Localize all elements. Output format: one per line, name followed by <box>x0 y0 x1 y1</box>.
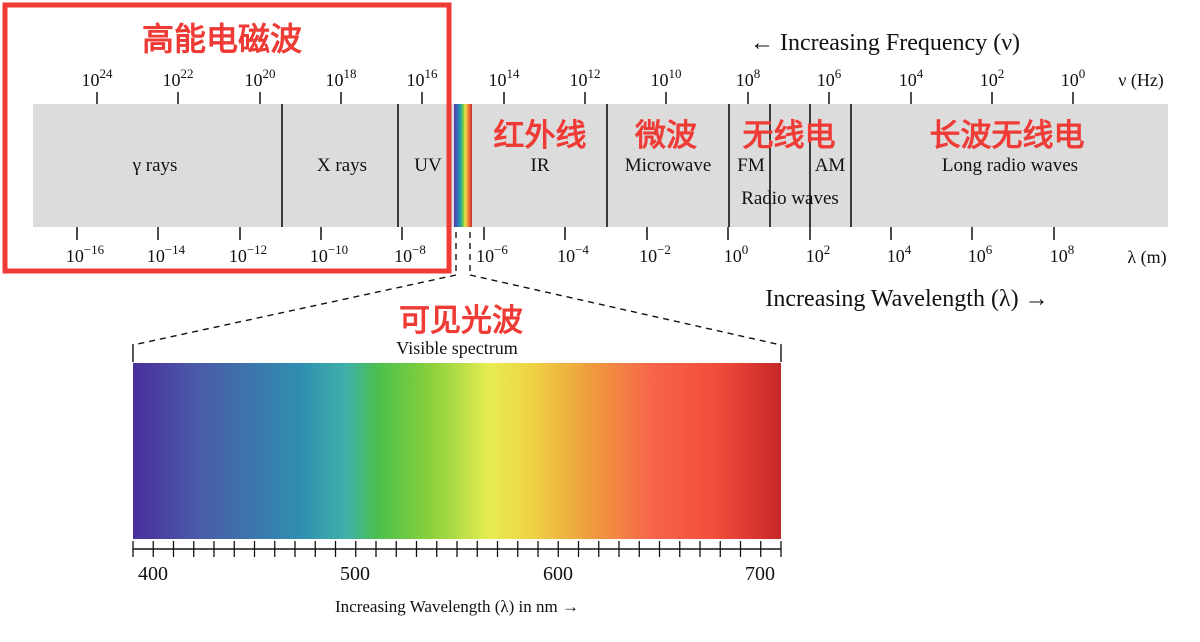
wavelength-unit: λ (m) <box>1127 247 1166 268</box>
spectrum-band <box>33 104 1168 227</box>
visible-tick-600: 600 <box>543 563 573 585</box>
wavelength-tick-label: 10−8 <box>394 242 426 266</box>
frequency-tick-label: 1012 <box>570 66 601 90</box>
wavelength-tick-label: 10−2 <box>639 242 671 266</box>
annotation-microwave: 微波 <box>634 118 697 154</box>
wavelength-tick-label: 100 <box>724 242 749 266</box>
band-x-rays: X rays <box>317 155 367 176</box>
annotation-high-energy: 高能电磁波 <box>142 20 302 58</box>
visible-tick-700: 700 <box>745 563 775 585</box>
frequency-tick-label: 104 <box>899 66 924 90</box>
frequency-tick-label: 106 <box>817 66 842 90</box>
annotation-visible: 可见光波 <box>399 303 523 339</box>
frequency-tick-label: 102 <box>980 66 1005 90</box>
frequency-tick-label: 100 <box>1061 66 1086 90</box>
visible-bracket <box>132 344 782 362</box>
band-am: AM <box>815 155 846 176</box>
annotation-long-radio: 长波无线电 <box>930 118 1085 154</box>
frequency-tick-label: 1024 <box>82 66 114 90</box>
band-microwave: Microwave <box>625 155 712 176</box>
annotation-infrared: 红外线 <box>494 118 587 154</box>
wavelength-tick-label: 102 <box>806 242 831 266</box>
band-radio-waves: Radio waves <box>741 188 839 209</box>
visible-rainbow-strip <box>454 104 472 227</box>
visible-spectrum-title: Visible spectrum <box>396 338 517 358</box>
frequency-tick-label: 1022 <box>163 66 194 90</box>
frequency-tick-label: 108 <box>736 66 761 90</box>
band-uv: UV <box>414 155 442 176</box>
frequency-tick-label: 1018 <box>326 66 357 90</box>
wavelength-tick-label: 10−4 <box>557 242 589 266</box>
wavelength-tick-label: 10−12 <box>229 242 267 266</box>
visible-spectrum-gradient <box>133 363 781 539</box>
wavelength-tick-label: 10−16 <box>66 242 105 266</box>
frequency-tick-label: 1010 <box>651 66 682 90</box>
wavelength-tick-label: 108 <box>1050 242 1075 266</box>
visible-tick-400: 400 <box>138 563 168 585</box>
annotation-radio: 无线电 <box>743 118 836 154</box>
wavelength-ticks: 10−16 10−14 10−12 10−10 10−8 10−6 10−4 10−2 100 1… <box>66 227 1074 266</box>
visible-axis-title: Increasing Wavelength (λ) in nm → <box>335 597 579 616</box>
wavelength-tick-label: 106 <box>968 242 993 266</box>
band-long-radio-waves: Long radio waves <box>942 155 1078 176</box>
frequency-tick-label: 1014 <box>489 66 521 90</box>
band-gamma-rays: γ rays <box>132 155 178 176</box>
wavelength-tick-label: 10−14 <box>147 242 186 266</box>
wavelength-tick-label: 10−10 <box>310 242 348 266</box>
wavelength-tick-label: 10−6 <box>476 242 508 266</box>
wavelength-axis-title: Increasing Wavelength (λ) → <box>765 286 1048 312</box>
zoom-connector <box>132 232 782 346</box>
high-energy-highlight-box <box>2 2 452 274</box>
band-dividers <box>281 104 852 227</box>
band-ir: IR <box>531 155 550 176</box>
visible-axis-ticks <box>132 541 782 557</box>
visible-tick-500: 500 <box>340 563 370 585</box>
band-fm: FM <box>737 155 765 176</box>
wavelength-tick-label: 104 <box>887 242 912 266</box>
frequency-unit: ν (Hz) <box>1118 70 1164 91</box>
frequency-axis-title: ← Increasing Frequency (ν) <box>750 30 1020 56</box>
frequency-ticks: 1024 1022 1020 1018 1016 1014 1012 1010 108 106 10… <box>82 66 1086 104</box>
frequency-tick-label: 1016 <box>407 66 439 90</box>
frequency-tick-label: 1020 <box>245 66 276 90</box>
